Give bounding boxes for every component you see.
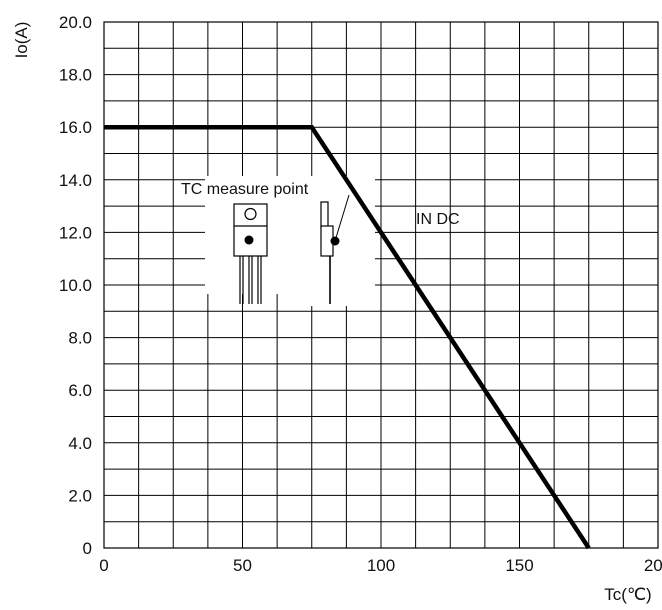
y-tick-label: 12.0	[59, 223, 92, 242]
y-tick-label: 18.0	[59, 66, 92, 85]
series-label: IN DC	[416, 211, 460, 228]
x-tick-label: 150	[505, 556, 533, 575]
y-tick-label: 10.0	[59, 276, 92, 295]
y-tick-label: 4.0	[68, 434, 92, 453]
y-axis-title: Io(A)	[12, 22, 31, 59]
measure-point-dot-icon	[244, 235, 254, 245]
plot-frame	[103, 21, 659, 549]
front-view-package-icon	[233, 203, 268, 304]
side-view-package-icon	[320, 194, 350, 304]
series-line	[104, 124, 591, 550]
x-tick-label: 50	[233, 556, 252, 575]
y-tick-label: 0	[83, 539, 92, 558]
measure-point-label: TC measure point	[181, 181, 309, 198]
y-tick-label: 14.0	[59, 171, 92, 190]
x-tick-label: 0	[99, 556, 108, 575]
y-tick-label: 8.0	[68, 329, 92, 348]
x-tick-label: 200	[644, 556, 662, 575]
y-tick-label: 16.0	[59, 118, 92, 137]
tick-labels: 0 2.0 4.0 6.0 8.0 10.0 12.0 14.0 16.0 18.0 20.0 0 50…	[59, 13, 662, 575]
package-illustrations	[205, 176, 375, 306]
y-tick-label: 20.0	[59, 13, 92, 32]
grid-lines	[103, 21, 659, 549]
series-layer	[104, 124, 591, 550]
x-tick-label: 100	[367, 556, 395, 575]
x-axis-title: Tc(℃)	[604, 585, 651, 604]
y-tick-label: 2.0	[68, 486, 92, 505]
y-tick-label: 6.0	[68, 381, 92, 400]
